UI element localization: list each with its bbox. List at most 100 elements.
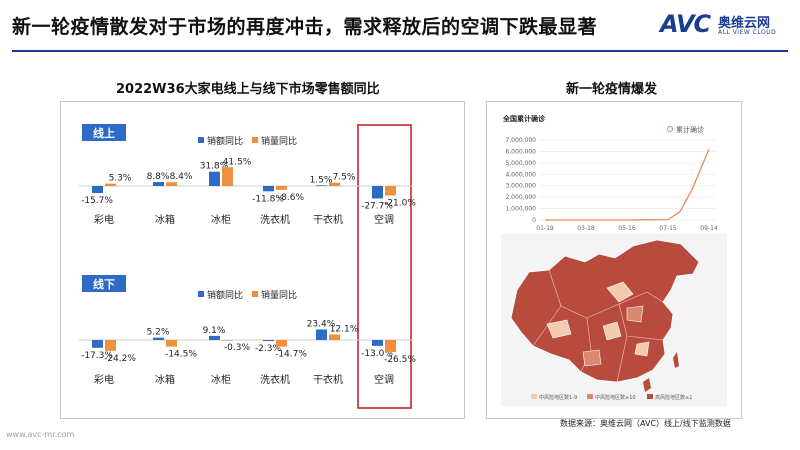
- online-legend-swatch-1: [252, 137, 258, 143]
- offline-category-label: 冰柜: [211, 373, 231, 386]
- province-border: [580, 317, 592, 373]
- logo-cn: 奥维云网: [718, 16, 771, 31]
- online-category-label: 干衣机: [313, 213, 343, 226]
- sales-chart-panel: 线上 销额同比 销量同比 -15.7% 5.3% 彩电 8.8% 8.4% 冰箱 31.8% 41.…: [60, 101, 465, 419]
- map-legend-1: 中风险地区数≥10: [595, 394, 636, 401]
- line-y-tick: 7,000,000: [505, 137, 536, 144]
- online-data-label: 31.8%: [200, 162, 229, 172]
- offline-category-label: 冰箱: [155, 373, 175, 386]
- offline-data-label: 9.1%: [203, 326, 226, 336]
- line-legend: 累计确诊: [676, 125, 704, 134]
- central-region: [602, 321, 622, 341]
- line-x-tick: 05-16: [618, 225, 636, 232]
- offline-data-label: -2.3%: [255, 344, 282, 354]
- data-source: 数据来源：奥维云网（AVC）线上/线下监测数据: [560, 419, 731, 428]
- china-risk-map: 中风险地区数1-9 中风险地区数≥10 高风险地区数≥1: [501, 234, 727, 406]
- line-y-tick: 1,000,000: [505, 206, 536, 213]
- province-border: [532, 305, 562, 347]
- line-x-tick: 03-18: [577, 225, 595, 232]
- offline-data-label: 23.4%: [307, 319, 336, 329]
- online-data-label: 1.5%: [310, 175, 333, 185]
- map-legend-0: 中风险地区数1-9: [539, 394, 577, 401]
- online-bar: [92, 186, 103, 194]
- online-category-label: 空调: [374, 213, 394, 226]
- offline-category-label: 洗衣机: [260, 373, 290, 386]
- map-legend-swatch-1: [587, 394, 593, 399]
- line-y-tick: 5,000,000: [505, 160, 536, 167]
- offline-bar: [372, 340, 383, 346]
- online-bar: [316, 185, 327, 186]
- offline-bar: [276, 340, 287, 347]
- offline-category-label: 空调: [374, 373, 394, 386]
- line-y-tick: 3,000,000: [505, 183, 536, 190]
- online-data-label: -27.7%: [361, 201, 393, 211]
- site-url: www.avc-mr.com: [6, 430, 75, 439]
- offline-data-label: 5.2%: [147, 328, 170, 338]
- page-title: 新一轮疫情散发对于市场的再度冲击，需求释放后的空调下跌最显著: [12, 16, 598, 38]
- online-bar: [276, 186, 287, 190]
- offline-bar: [222, 340, 233, 341]
- line-x-tick: 01-19: [536, 225, 554, 232]
- china-mainland: [510, 239, 700, 383]
- line-y-tick: 6,000,000: [505, 148, 536, 155]
- offline-legend-0: 销额同比: [207, 289, 243, 301]
- province-border: [646, 291, 664, 303]
- map-legend-swatch-2: [647, 394, 653, 399]
- offline-data-label: -0.3%: [224, 343, 251, 353]
- online-tag-label: 线上: [93, 126, 115, 140]
- line-y-tick: 2,000,000: [505, 194, 536, 201]
- offline-category-label: 干衣机: [313, 373, 343, 386]
- offline-bar: [105, 340, 116, 351]
- online-data-label: -21.0%: [384, 198, 416, 208]
- online-bar: [263, 186, 274, 192]
- map-legend-2: 高风险地区数≥1: [655, 394, 692, 401]
- online-tag: [82, 124, 126, 141]
- offline-legend-swatch-1: [252, 291, 258, 297]
- offline-legend-1: 销量同比: [261, 289, 297, 301]
- online-bar: [209, 171, 220, 186]
- online-bar: [166, 182, 177, 186]
- line-y-tick: 0: [532, 217, 536, 224]
- offline-data-label: -24.2%: [104, 354, 136, 364]
- southwest-region: [582, 349, 602, 367]
- online-category-label: 冰柜: [211, 213, 231, 226]
- line-y-tick: 4,000,000: [505, 171, 536, 178]
- offline-data-label: -13.0%: [361, 349, 393, 359]
- online-category-label: 洗衣机: [260, 213, 290, 226]
- line-x-tick: 07-15: [659, 225, 677, 232]
- province-border: [626, 335, 664, 341]
- taiwan-island: [673, 352, 679, 368]
- online-category-label: 彩电: [94, 213, 114, 226]
- offline-data-label: -17.3%: [81, 351, 113, 361]
- online-bar: [105, 183, 116, 186]
- offline-bar: [153, 337, 164, 340]
- online-data-label: 8.4%: [170, 172, 193, 182]
- offline-bar: [316, 329, 327, 340]
- offline-data-label: -26.5%: [384, 355, 416, 365]
- offline-bar: [385, 340, 396, 352]
- online-data-label: -8.6%: [278, 193, 305, 203]
- beijing-region: [606, 281, 634, 303]
- online-data-label: -11.8%: [252, 194, 284, 204]
- offline-legend-swatch-0: [198, 291, 204, 297]
- epidemic-panel: 全国累计确诊累计确诊 0 1,000,000 2,000,000 3,000,000 4,…: [486, 101, 742, 419]
- online-data-label: -15.7%: [81, 196, 113, 206]
- online-bar: [329, 182, 340, 186]
- online-bar: [385, 186, 396, 196]
- map-legend-swatch-0: [531, 394, 537, 399]
- offline-data-label: -14.5%: [165, 350, 197, 360]
- avc-logo: AVC 奥维云网 ALL VIEW CLOUD: [660, 10, 790, 40]
- line-chart-title: 全国累计确诊: [502, 114, 546, 123]
- right-subtitle: 新一轮疫情爆发: [566, 82, 658, 97]
- line-x-tick: 09-14: [700, 225, 718, 232]
- online-bar: [222, 167, 233, 186]
- title-bar: 新一轮疫情散发对于市场的再度冲击，需求释放后的空调下跌最显著 AVC 奥维云网 …: [0, 0, 800, 48]
- online-category-label: 冰箱: [155, 213, 175, 226]
- offline-data-label: 12.1%: [330, 325, 359, 335]
- online-bar: [372, 186, 383, 199]
- offline-category-label: 彩电: [94, 373, 114, 386]
- online-legend-0: 销额同比: [207, 135, 243, 147]
- online-data-label: 7.5%: [333, 173, 356, 183]
